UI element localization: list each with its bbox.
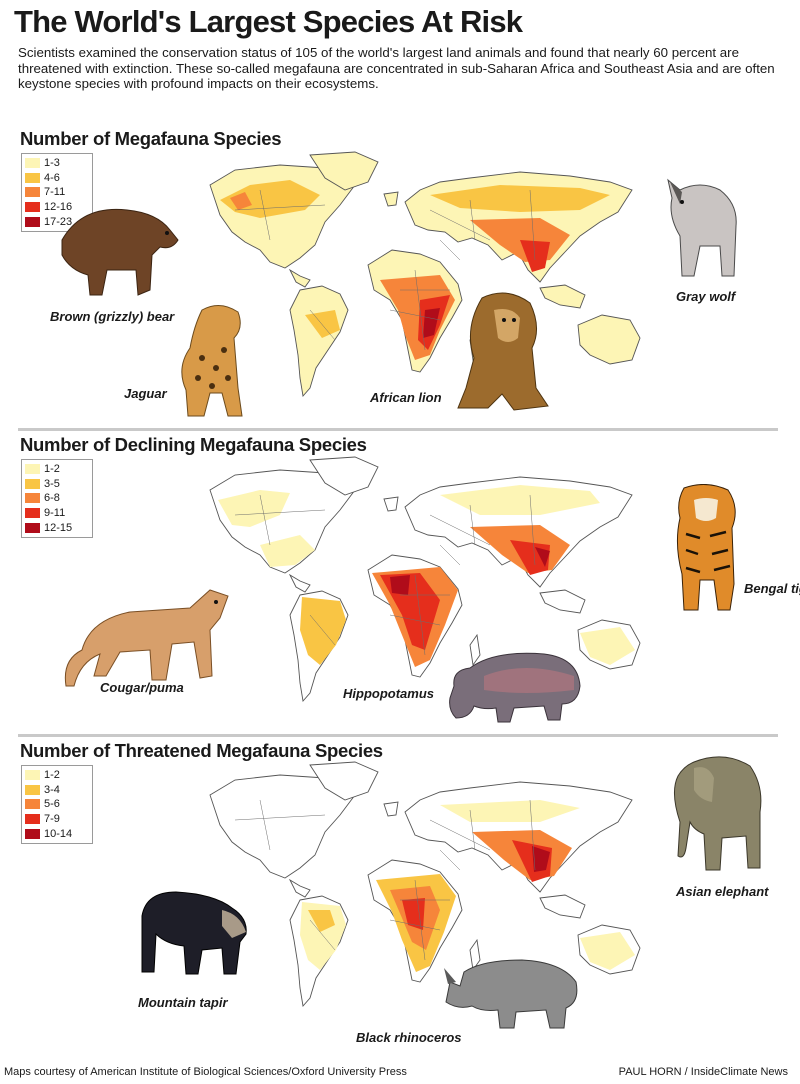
- legend-item: 9-11: [25, 506, 89, 521]
- legend-item: 1-3: [25, 156, 89, 171]
- legend-label: 1-3: [44, 157, 60, 170]
- legend-item: 3-5: [25, 477, 89, 492]
- legend-swatch: [25, 493, 40, 504]
- legend-threatened: 1-2 3-4 5-6 7-9 10-14: [21, 765, 93, 844]
- legend-swatch: [25, 508, 40, 519]
- legend-item: 7-11: [25, 185, 89, 200]
- legend-label: 17-23: [44, 215, 73, 228]
- mountain-tapir-illustration: [141, 891, 247, 975]
- caption-brown-bear: Brown (grizzly) bear: [50, 309, 175, 324]
- infographic-title: The World's Largest Species At Risk: [14, 4, 523, 39]
- legend-label: 3-5: [44, 477, 60, 490]
- bengal-tiger-illustration: [676, 484, 736, 611]
- legend-swatch: [25, 828, 40, 839]
- section-title-threatened: Number of Threatened Megafauna Species: [20, 740, 383, 761]
- legend-item: 6-8: [25, 491, 89, 506]
- legend-label: 3-4: [44, 783, 60, 796]
- caption-bengal-tiger: Bengal tiger: [744, 581, 800, 596]
- legend-item: 12-16: [25, 200, 89, 215]
- legend-label: 9-11: [44, 507, 66, 520]
- legend-item: 3-4: [25, 783, 89, 798]
- caption-cougar: Cougar/puma: [100, 680, 184, 695]
- legend-label: 12-16: [44, 201, 73, 214]
- legend-label: 1-2: [44, 769, 60, 782]
- legend-swatch: [25, 187, 40, 198]
- section-divider: [18, 734, 778, 737]
- legend-label: 7-11: [44, 186, 66, 199]
- legend-declining: 1-2 3-5 6-8 9-11 12-15: [21, 459, 93, 538]
- legend-label: 6-8: [44, 492, 60, 505]
- world-map-threatened: [209, 761, 641, 1007]
- jaguar-illustration: [181, 305, 243, 417]
- caption-gray-wolf: Gray wolf: [676, 289, 736, 304]
- legend-megafauna: 1-3 4-6 7-11 12-16 17-23: [21, 153, 93, 232]
- legend-swatch: [25, 814, 40, 825]
- legend-swatch: [25, 478, 40, 489]
- intro-paragraph: Scientists examined the conservation sta…: [18, 45, 775, 92]
- cougar-illustration: [64, 589, 229, 687]
- asian-elephant-illustration: [674, 756, 762, 871]
- caption-black-rhinoceros: Black rhinoceros: [356, 1030, 462, 1045]
- legend-item: 5-6: [25, 797, 89, 812]
- legend-item: 1-2: [25, 768, 89, 783]
- world-map-declining: [209, 456, 641, 702]
- caption-african-lion: African lion: [370, 390, 442, 405]
- legend-swatch: [25, 522, 40, 533]
- legend-swatch: [25, 202, 40, 213]
- footer-credit-maps: Maps courtesy of American Institute of B…: [4, 1066, 407, 1078]
- density-zones: [300, 800, 635, 972]
- legend-item: 17-23: [25, 214, 89, 229]
- section-divider: [18, 428, 778, 431]
- legend-item: 7-9: [25, 812, 89, 827]
- caption-mountain-tapir: Mountain tapir: [138, 995, 228, 1010]
- legend-label: 4-6: [44, 171, 60, 184]
- gray-wolf-illustration: [667, 178, 737, 277]
- caption-hippopotamus: Hippopotamus: [343, 686, 434, 701]
- legend-swatch: [25, 770, 40, 781]
- caption-jaguar: Jaguar: [124, 386, 167, 401]
- legend-label: 10-14: [44, 827, 73, 840]
- legend-swatch: [25, 172, 40, 183]
- african-lion-illustration: [457, 292, 549, 411]
- hippopotamus-illustration: [449, 652, 581, 723]
- world-map-megafauna: [209, 151, 641, 397]
- footer-credit-author: PAUL HORN / InsideClimate News: [618, 1066, 788, 1078]
- black-rhinoceros-illustration: [444, 959, 578, 1029]
- legend-swatch: [25, 799, 40, 810]
- legend-item: 10-14: [25, 826, 89, 841]
- legend-label: 5-6: [44, 798, 60, 811]
- legend-label: 1-2: [44, 463, 60, 476]
- caption-asian-elephant: Asian elephant: [676, 884, 769, 899]
- section-title-declining: Number of Declining Megafauna Species: [20, 434, 367, 455]
- brown-bear-illustration: [61, 208, 179, 296]
- section-title-megafauna: Number of Megafauna Species: [20, 128, 282, 149]
- legend-swatch: [25, 784, 40, 795]
- density-zones: [218, 485, 635, 667]
- legend-swatch: [25, 158, 40, 169]
- legend-label: 7-9: [44, 813, 60, 826]
- legend-swatch: [25, 216, 40, 227]
- legend-swatch: [25, 464, 40, 475]
- legend-item: 12-15: [25, 520, 89, 535]
- legend-label: 12-15: [44, 521, 73, 534]
- density-zones: [220, 180, 610, 360]
- legend-item: 4-6: [25, 171, 89, 186]
- legend-item: 1-2: [25, 462, 89, 477]
